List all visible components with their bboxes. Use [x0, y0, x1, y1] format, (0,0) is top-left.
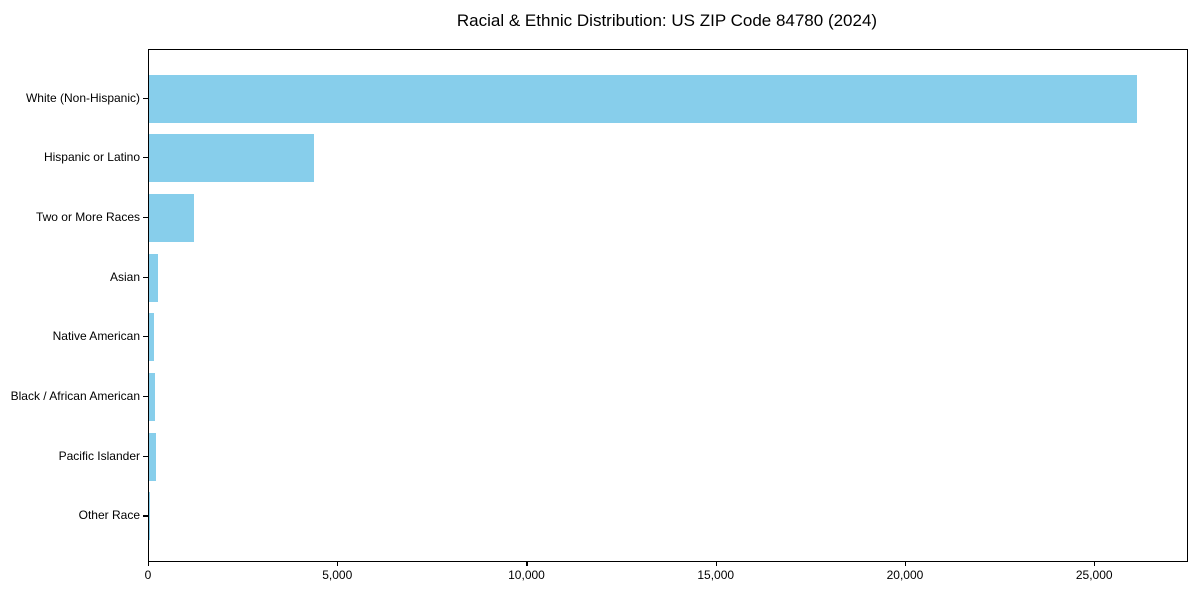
bar — [149, 193, 195, 242]
y-tick-label: Asian — [109, 269, 140, 284]
x-tick-label: 15,000 — [697, 568, 735, 582]
bar — [149, 432, 156, 481]
y-tick-mark — [143, 396, 148, 398]
y-tick-mark — [143, 97, 148, 99]
y-tick-label: Black / African American — [10, 389, 140, 403]
x-tick-mark — [715, 561, 717, 566]
x-tick-mark — [337, 561, 339, 566]
x-tick-mark — [1094, 561, 1096, 566]
x-tick-mark — [526, 561, 528, 566]
y-tick-label: White (Non-Hispanic) — [25, 90, 140, 105]
y-tick-mark — [143, 276, 148, 278]
bar — [149, 253, 159, 302]
y-tick-label: Hispanic or Latino — [43, 150, 140, 165]
y-tick-mark — [143, 157, 148, 159]
bar — [149, 74, 1137, 123]
y-tick-label: Other Race — [78, 508, 140, 523]
x-tick-label: 25,000 — [1075, 568, 1113, 582]
bar — [149, 373, 156, 421]
x-tick-label: 20,000 — [886, 568, 924, 582]
y-tick-mark — [143, 515, 148, 517]
x-tick-label: 10,000 — [508, 568, 545, 582]
y-tick-mark — [143, 336, 148, 338]
plot-area — [148, 49, 1188, 562]
y-tick-mark — [143, 216, 148, 219]
x-tick-label: 5,000 — [322, 568, 353, 582]
x-tick-mark — [148, 561, 150, 566]
chart-title: Racial & Ethnic Distribution: US ZIP Cod… — [456, 11, 878, 30]
x-tick-mark — [904, 561, 907, 566]
x-tick-label: 0 — [144, 568, 152, 582]
y-tick-mark — [143, 455, 148, 457]
y-tick-label: Two or More Races — [35, 209, 140, 224]
y-tick-label: Pacific Islander — [58, 448, 140, 463]
y-tick-label: Native American — [52, 329, 140, 344]
bar — [149, 313, 155, 362]
bar — [149, 134, 315, 183]
